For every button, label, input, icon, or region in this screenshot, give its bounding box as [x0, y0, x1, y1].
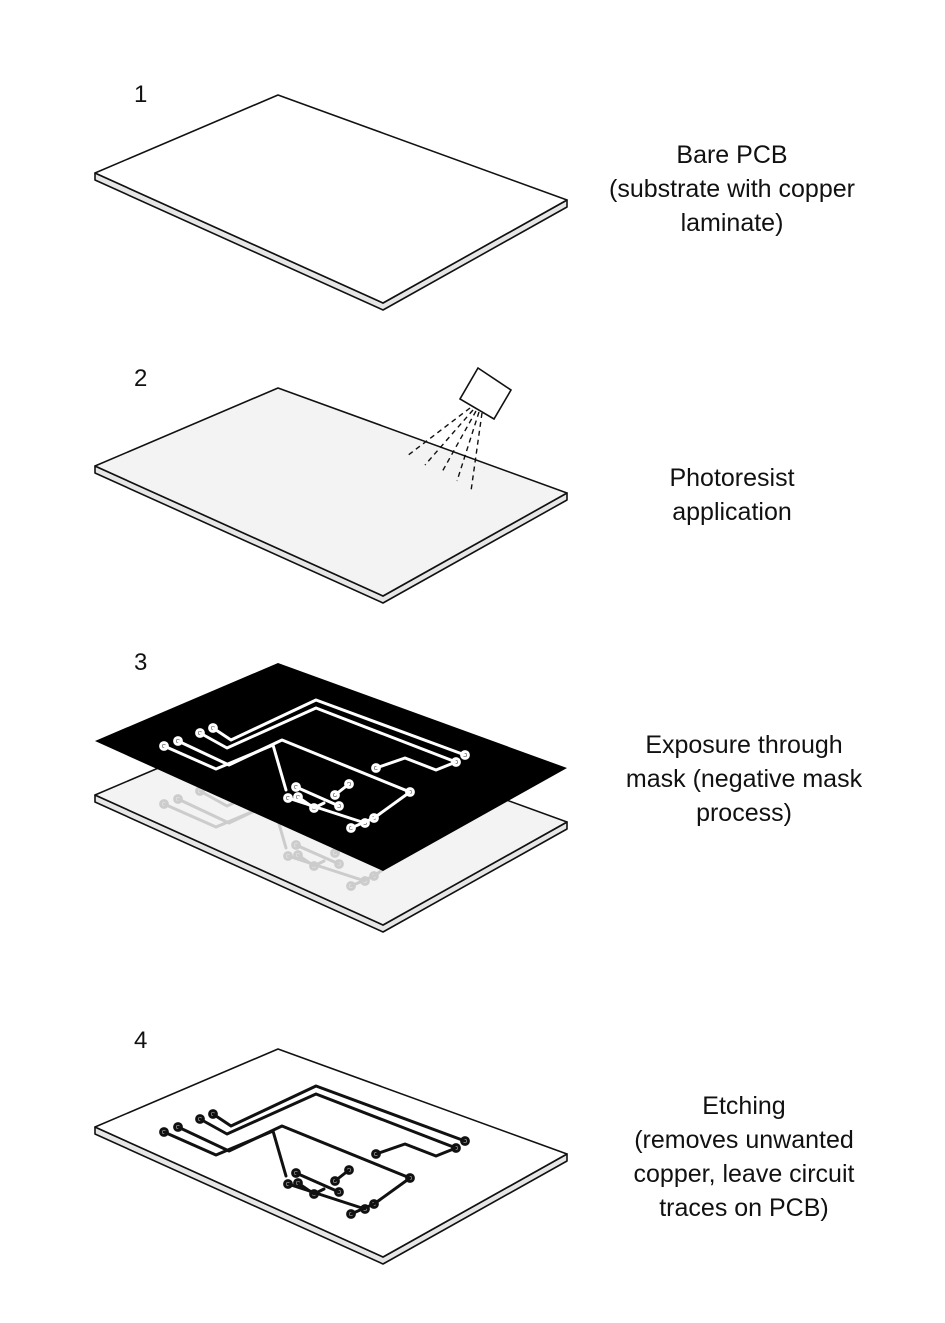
step-4-caption-line: Etching: [702, 1092, 786, 1120]
step-3-caption: Exposure through mask (negative mask pro…: [579, 728, 909, 830]
step-1-caption-line: Bare PCB: [676, 141, 788, 169]
board-bare: [94, 94, 568, 311]
step-1-number: 1: [134, 81, 148, 108]
step-3-number: 3: [134, 649, 148, 676]
board-resist-top: [94, 387, 568, 597]
step-2-number: 2: [134, 365, 148, 392]
step-2-caption-line: application: [672, 498, 792, 526]
mask-sheet: [95, 663, 567, 871]
board-photoresist: [94, 387, 568, 604]
step-4-caption-line: copper, leave circuit: [633, 1160, 855, 1188]
board-bare-top: [94, 94, 568, 304]
step-4-caption: Etching (removes unwanted copper, leave …: [579, 1089, 909, 1225]
step-3-caption-line: process): [696, 799, 792, 827]
step-3-caption-line: Exposure through: [645, 731, 843, 759]
step-4-caption-line: traces on PCB): [659, 1194, 829, 1222]
step-4-caption-line: (removes unwanted: [634, 1126, 854, 1154]
board-etched: [94, 1048, 568, 1265]
photomask: [95, 663, 567, 871]
step-3-caption-line: mask (negative mask: [625, 765, 863, 793]
step-2-caption: Photoresist application: [567, 461, 897, 529]
board-etched-top: [94, 1048, 568, 1258]
step-1-caption: Bare PCB (substrate with copper laminate…: [567, 138, 897, 240]
step-2-caption-line: Photoresist: [669, 464, 795, 492]
step-4-number: 4: [134, 1027, 148, 1054]
step-1-caption-line: laminate): [680, 209, 784, 237]
step-1-caption-line: (substrate with copper: [609, 175, 855, 203]
spray-nozzle-icon: [406, 366, 513, 492]
